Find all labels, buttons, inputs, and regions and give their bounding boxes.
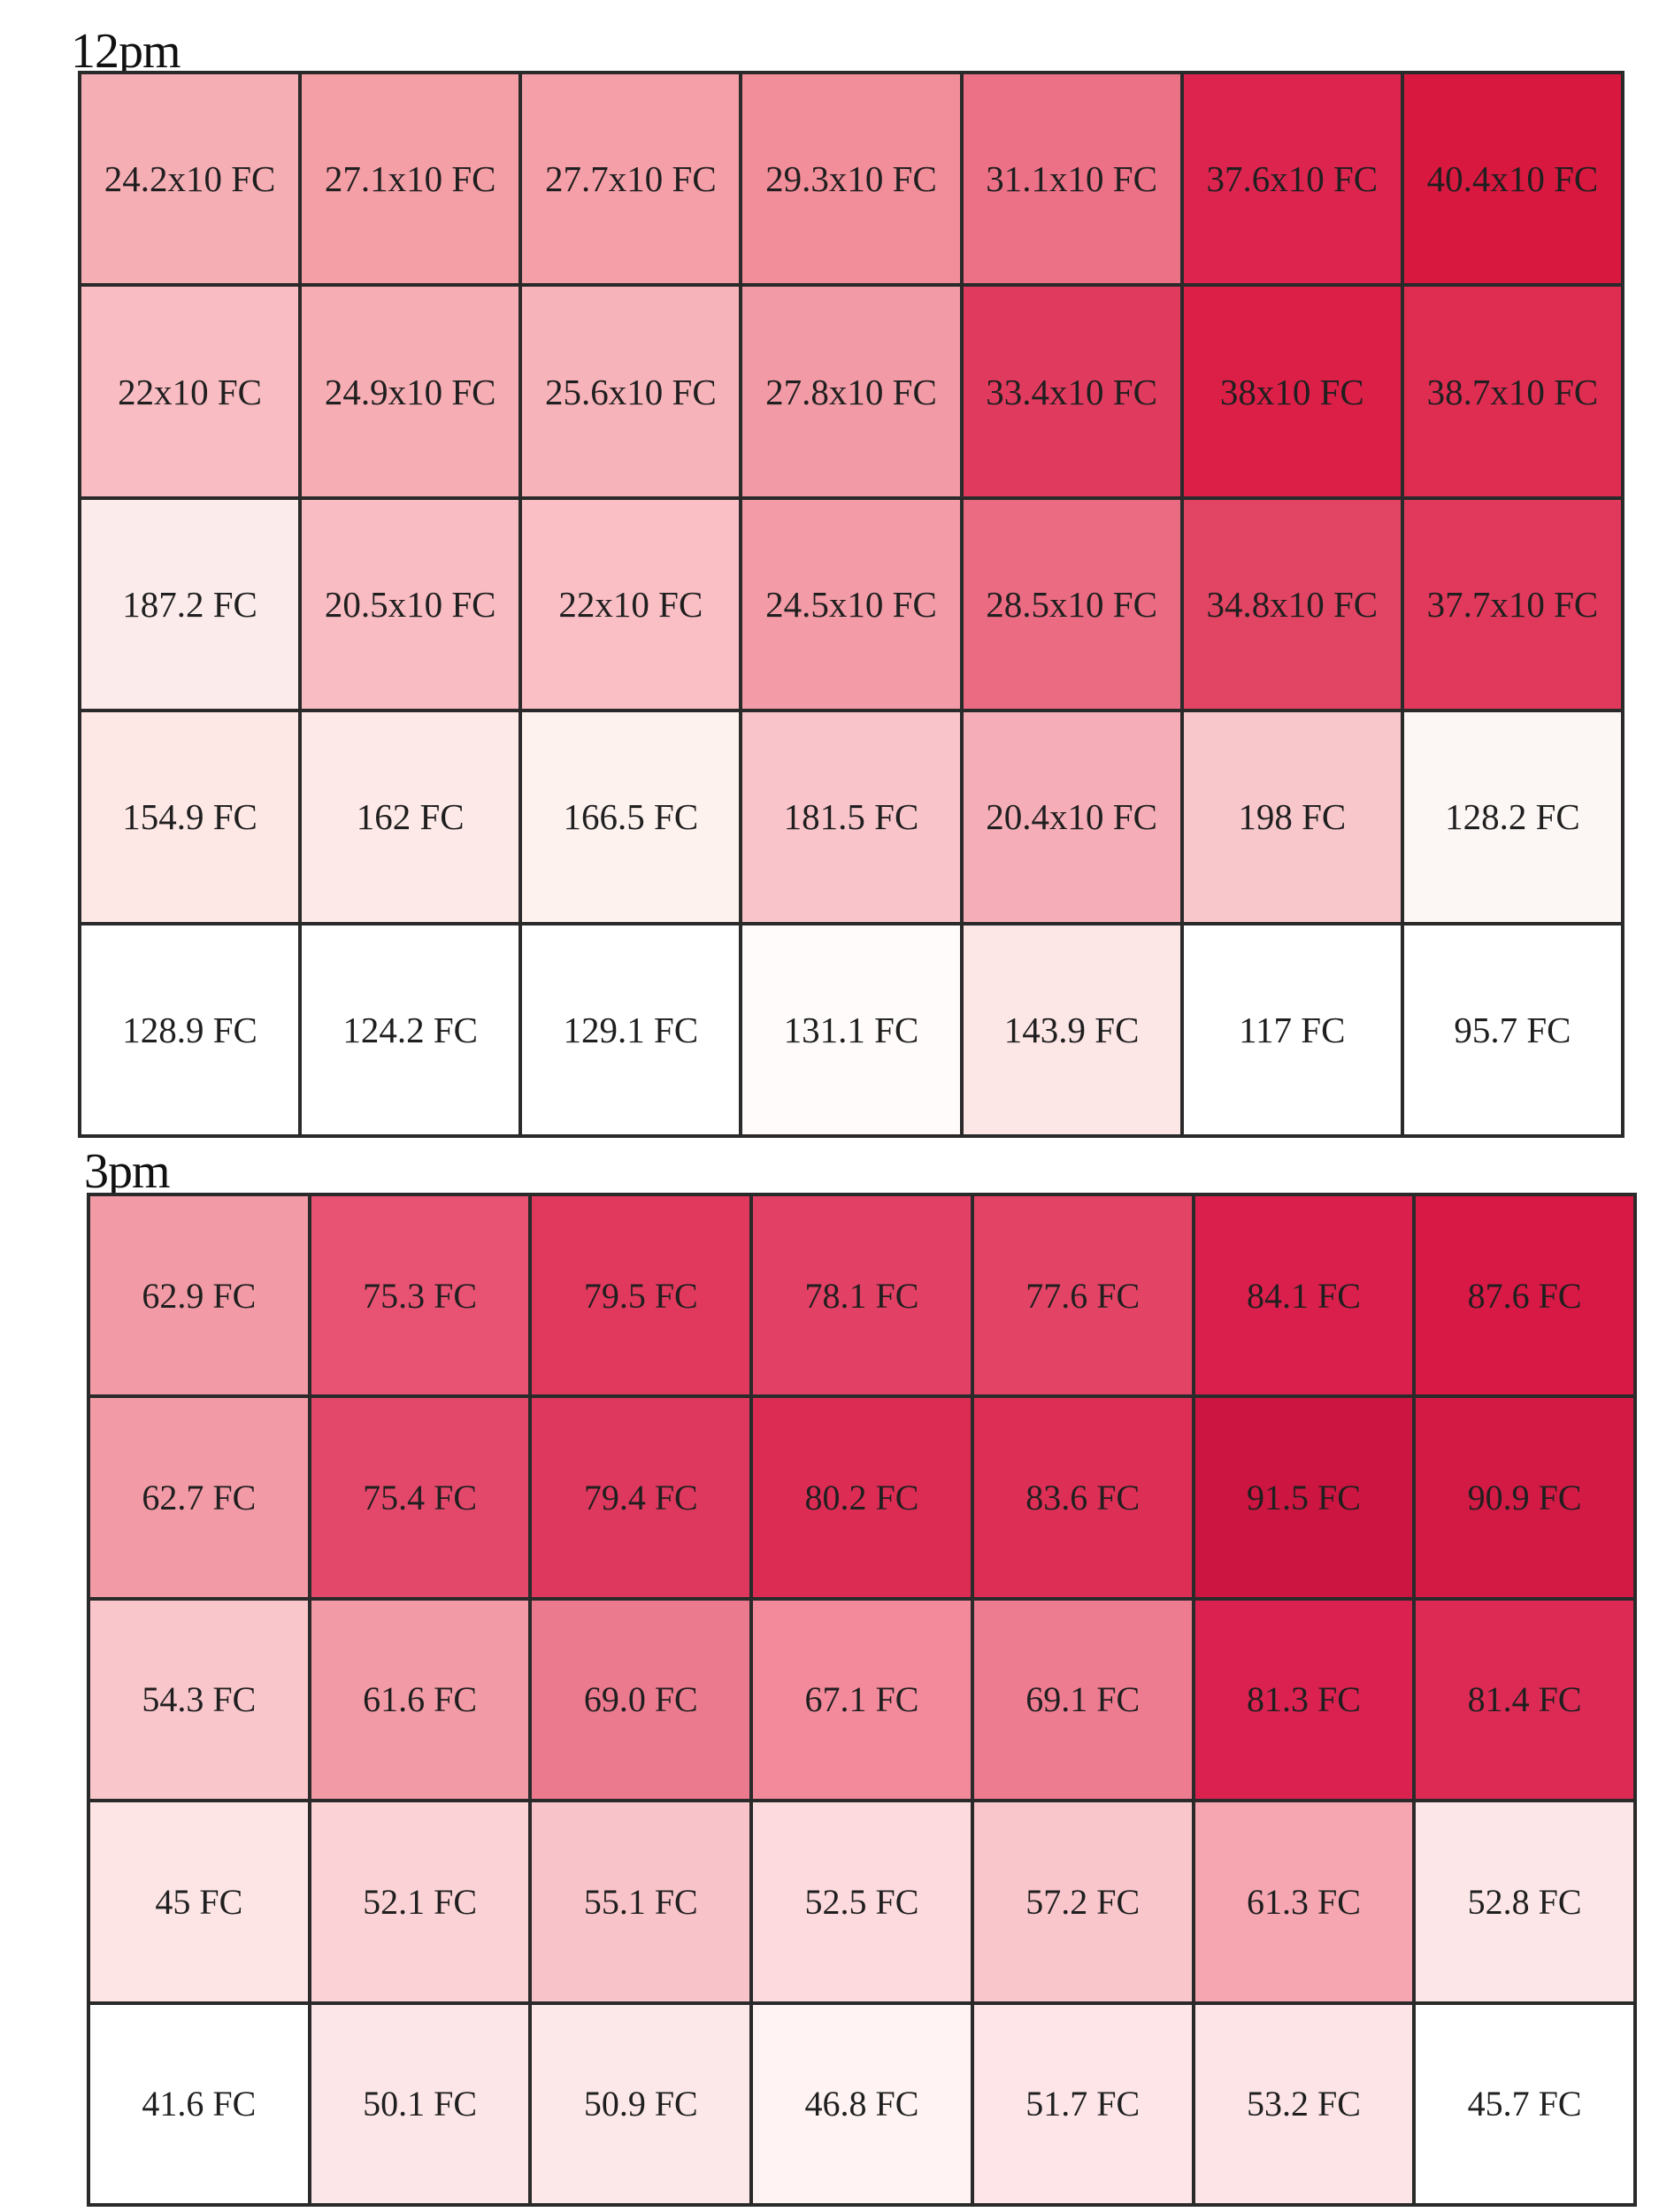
heatmap-3pm-cell-r4-c5: 57.2 FC [973, 1802, 1192, 2001]
heatmap-3pm-cell-r4-c7: 52.8 FC [1416, 1802, 1633, 2001]
heatmap-12pm-cell-r1-c1: 24.2x10 FC [81, 74, 299, 284]
heatmap-3pm-cell-r1-c5: 77.6 FC [973, 1196, 1192, 1395]
heatmap-12pm-cell-r4-c3: 166.5 FC [522, 712, 740, 922]
heatmap-12pm-cell-r1-c3: 27.7x10 FC [522, 74, 740, 284]
heatmap-12pm-cell-r2-c4: 27.8x10 FC [742, 287, 960, 496]
heatmap-3pm-cell-r5-c4: 46.8 FC [753, 2004, 971, 2203]
heatmap-12pm-cell-r5-c6: 117 FC [1183, 925, 1401, 1134]
heatmap-12pm-cell-r2-c6: 38x10 FC [1183, 287, 1401, 496]
heatmap-3pm-cell-r2-c2: 75.4 FC [311, 1398, 529, 1597]
heatmap-12pm-cell-r2-c2: 24.9x10 FC [302, 287, 519, 496]
chart-title-3pm: 3pm [84, 1144, 171, 1199]
heatmap-12pm-cell-r4-c1: 154.9 FC [81, 712, 299, 922]
heatmap-12pm-cell-r2-c1: 22x10 FC [81, 287, 299, 496]
heatmap-12pm-cell-r3-c7: 37.7x10 FC [1403, 499, 1621, 710]
heatmap-12pm-cell-r4-c6: 198 FC [1183, 712, 1401, 922]
heatmap-3pm-cell-r3-c3: 69.0 FC [532, 1600, 750, 1800]
heatmap-12pm-cell-r4-c4: 181.5 FC [742, 712, 960, 922]
heatmap-12pm-cell-r3-c4: 24.5x10 FC [742, 499, 960, 710]
heatmap-12pm-cell-r2-c5: 33.4x10 FC [963, 287, 1180, 496]
heatmap-12pm-cell-r4-c2: 162 FC [302, 712, 519, 922]
heatmap-12pm-cell-r5-c5: 143.9 FC [963, 925, 1180, 1134]
heatmap-3pm-cell-r5-c2: 50.1 FC [311, 2004, 529, 2203]
heatmap-3pm-cell-r4-c2: 52.1 FC [311, 1802, 529, 2001]
heatmap-3pm-cell-r2-c1: 62.7 FC [90, 1398, 308, 1597]
heatmap-3pm-cell-r2-c6: 91.5 FC [1194, 1398, 1413, 1597]
heatmap-3pm-cell-r2-c7: 90.9 FC [1416, 1398, 1633, 1597]
heatmap-12pm-cell-r3-c5: 28.5x10 FC [963, 499, 1180, 710]
heatmap-12pm-cell-r5-c2: 124.2 FC [302, 925, 519, 1134]
heatmap-3pm-cell-r5-c7: 45.7 FC [1416, 2004, 1633, 2203]
heatmap-3pm-cell-r4-c1: 45 FC [90, 1802, 308, 2001]
heatmap-3pm-cell-r5-c5: 51.7 FC [973, 2004, 1192, 2203]
heatmap-12pm-cell-r5-c1: 128.9 FC [81, 925, 299, 1134]
heatmap-3pm-cell-r5-c3: 50.9 FC [532, 2004, 750, 2203]
heatmap-3pm-cell-r3-c5: 69.1 FC [973, 1600, 1192, 1800]
heatmap-3pm-cell-r4-c3: 55.1 FC [532, 1802, 750, 2001]
heatmap-3pm-cell-r2-c4: 80.2 FC [753, 1398, 971, 1597]
heatmap-3pm-cell-r5-c1: 41.6 FC [90, 2004, 308, 2203]
chart-title-12pm: 12pm [71, 24, 181, 79]
heatmap-3pm-cell-r1-c6: 84.1 FC [1194, 1196, 1413, 1395]
heatmap-12pm-cell-r3-c3: 22x10 FC [522, 499, 740, 710]
heatmap-12pm-cell-r1-c4: 29.3x10 FC [742, 74, 960, 284]
heatmap-12pm-cell-r1-c2: 27.1x10 FC [302, 74, 519, 284]
heatmap-3pm-cell-r2-c3: 79.4 FC [532, 1398, 750, 1597]
heatmap-3pm-cell-r1-c3: 79.5 FC [532, 1196, 750, 1395]
heatmap-3pm-cell-r3-c2: 61.6 FC [311, 1600, 529, 1800]
heatmap-12pm: 24.2x10 FC 27.1x10 FC 27.7x10 FC 29.3x10 FC… [78, 71, 1624, 1138]
heatmap-3pm-cell-r1-c7: 87.6 FC [1416, 1196, 1633, 1395]
heatmap-12pm-cell-r3-c6: 34.8x10 FC [1183, 499, 1401, 710]
heatmap-3pm-cell-r1-c4: 78.1 FC [753, 1196, 971, 1395]
heatmap-12pm-cell-r4-c7: 128.2 FC [1403, 712, 1621, 922]
heatmap-12pm-cell-r4-c5: 20.4x10 FC [963, 712, 1180, 922]
heatmap-3pm-cell-r2-c5: 83.6 FC [973, 1398, 1192, 1597]
heatmap-12pm-cell-r5-c3: 129.1 FC [522, 925, 740, 1134]
heatmap-3pm-cell-r3-c1: 54.3 FC [90, 1600, 308, 1800]
heatmap-3pm-cell-r1-c2: 75.3 FC [311, 1196, 529, 1395]
heatmap-12pm-cell-r5-c4: 131.1 FC [742, 925, 960, 1134]
heatmap-3pm-cell-r3-c6: 81.3 FC [1194, 1600, 1413, 1800]
heatmap-12pm-cell-r1-c5: 31.1x10 FC [963, 74, 1180, 284]
heatmap-3pm: 62.9 FC 75.3 FC 79.5 FC 78.1 FC 77.6 FC 84.1 … [87, 1193, 1637, 2207]
heatmap-12pm-cell-r5-c7: 95.7 FC [1403, 925, 1621, 1134]
heatmap-3pm-cell-r3-c4: 67.1 FC [753, 1600, 971, 1800]
heatmap-3pm-cell-r1-c1: 62.9 FC [90, 1196, 308, 1395]
heatmap-12pm-cell-r1-c7: 40.4x10 FC [1403, 74, 1621, 284]
heatmap-3pm-cell-r4-c6: 61.3 FC [1194, 1802, 1413, 2001]
heatmap-12pm-cell-r1-c6: 37.6x10 FC [1183, 74, 1401, 284]
heatmap-3pm-cell-r3-c7: 81.4 FC [1416, 1600, 1633, 1800]
heatmap-3pm-cell-r5-c6: 53.2 FC [1194, 2004, 1413, 2203]
heatmap-12pm-cell-r3-c1: 187.2 FC [81, 499, 299, 710]
heatmap-12pm-cell-r3-c2: 20.5x10 FC [302, 499, 519, 710]
heatmap-12pm-cell-r2-c7: 38.7x10 FC [1403, 287, 1621, 496]
heatmap-12pm-cell-r2-c3: 25.6x10 FC [522, 287, 740, 496]
heatmap-3pm-cell-r4-c4: 52.5 FC [753, 1802, 971, 2001]
